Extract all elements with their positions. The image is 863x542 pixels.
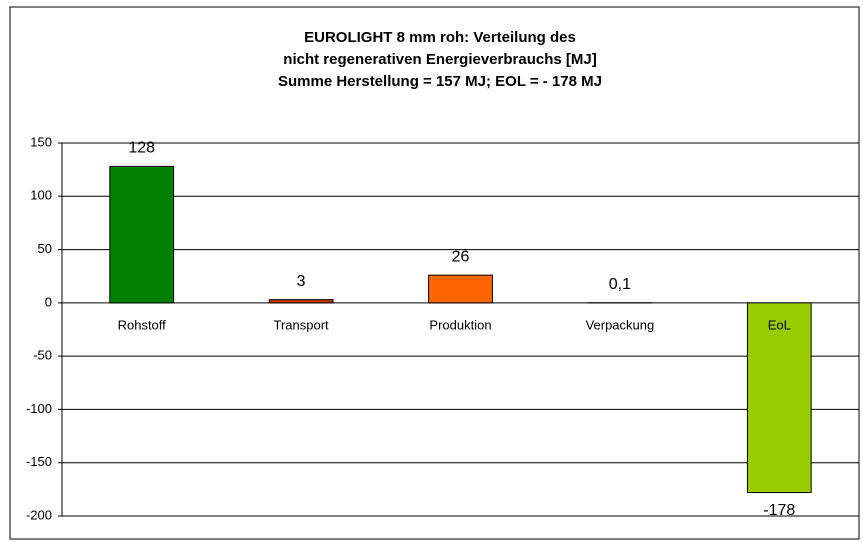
chart-title: nicht regenerativen Energieverbrauchs [M… <box>283 51 596 68</box>
value-label: 128 <box>128 140 155 157</box>
x-tick-label: EoL <box>768 317 791 332</box>
chart-title: EUROLIGHT 8 mm roh: Verteilung des <box>304 29 576 46</box>
x-tick-label: Produktion <box>429 317 491 332</box>
value-label: 3 <box>297 273 306 290</box>
value-label: 26 <box>452 248 470 265</box>
y-tick-label: 50 <box>38 241 52 256</box>
y-tick-label: 0 <box>45 294 52 309</box>
value-label: 0,1 <box>609 276 631 293</box>
y-tick-label: -150 <box>26 454 52 469</box>
chart-title: Summe Herstellung = 157 MJ; EOL = - 178 … <box>278 73 602 90</box>
y-tick-label: -100 <box>26 401 52 416</box>
value-label: -178 <box>763 502 795 519</box>
bar <box>746 302 812 494</box>
x-tick-label: Rohstoff <box>118 317 167 332</box>
y-tick-label: 100 <box>30 188 52 203</box>
x-tick-label: Verpackung <box>586 317 655 332</box>
x-tick-label: Transport <box>274 317 330 332</box>
bar <box>109 165 175 304</box>
bar <box>268 299 334 304</box>
y-tick-label: -200 <box>26 507 52 522</box>
y-tick-label: -50 <box>33 348 52 363</box>
bar <box>428 274 493 304</box>
y-tick-label: 150 <box>30 134 52 149</box>
